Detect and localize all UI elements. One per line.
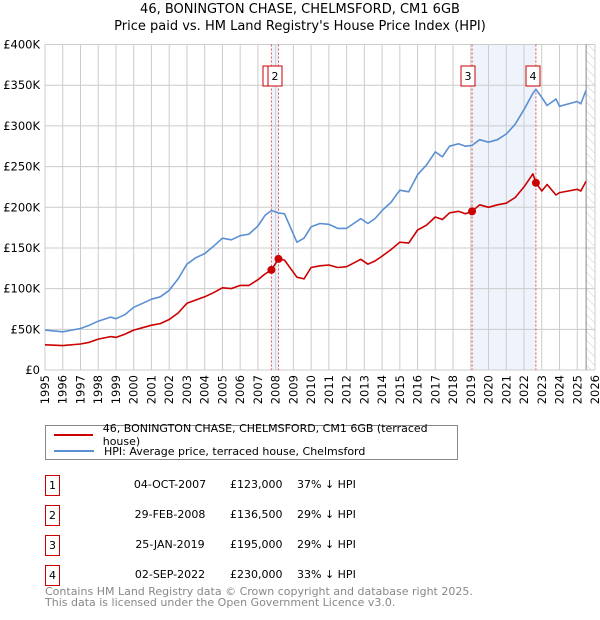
table-row: 2 29-FEB-2008 £136,500 29% ↓ HPI bbox=[45, 505, 465, 526]
x-tick-label: 2008 bbox=[269, 375, 283, 404]
x-tick-label: 1996 bbox=[56, 375, 70, 404]
row-hpi-diff: 29% ↓ HPI bbox=[297, 508, 356, 521]
x-tick-label: 2016 bbox=[411, 375, 425, 404]
transaction-label-box-2 bbox=[267, 65, 283, 87]
row-number-badge: 3 bbox=[45, 535, 60, 556]
x-tick-label: 2010 bbox=[304, 375, 318, 404]
y-tick-label: £50K bbox=[11, 322, 41, 336]
footer: Contains HM Land Registry data © Crown c… bbox=[45, 586, 473, 608]
x-tick-label: 2026 bbox=[588, 375, 600, 404]
legend-label: 46, BONINGTON CHASE, CHELMSFORD, CM1 6GB… bbox=[102, 422, 428, 448]
row-date: 29-FEB-2008 bbox=[134, 508, 206, 521]
x-tick-label: 1998 bbox=[91, 375, 105, 404]
x-tick-label: 2000 bbox=[127, 375, 141, 404]
x-tick-label: 2017 bbox=[428, 375, 442, 404]
row-price: £123,000 bbox=[230, 478, 283, 491]
y-tick-label: £350K bbox=[3, 78, 40, 92]
transaction-point-4 bbox=[531, 178, 540, 187]
transaction-label-3: 3 bbox=[465, 70, 472, 83]
row-date: 02-SEP-2022 bbox=[134, 568, 206, 581]
row-price: £136,500 bbox=[230, 508, 283, 521]
chart-title: 46, BONINGTON CHASE, CHELMSFORD, CM1 6GB bbox=[140, 2, 460, 17]
legend-red-line bbox=[54, 434, 93, 436]
y-tick-label: £0 bbox=[25, 363, 40, 377]
y-tick-label: £200K bbox=[3, 200, 40, 214]
y-tick-label: £250K bbox=[3, 160, 40, 174]
row-hpi-diff: 33% ↓ HPI bbox=[297, 568, 356, 581]
x-tick-label: 2002 bbox=[162, 375, 176, 404]
x-tick-label: 2005 bbox=[215, 375, 229, 404]
legend-label: HPI: Average price, terraced house, Chel… bbox=[104, 444, 366, 458]
x-tick-label: 2022 bbox=[517, 375, 531, 404]
x-tick-label: 2019 bbox=[464, 375, 478, 404]
x-tick-label: 2023 bbox=[535, 375, 549, 404]
x-tick-label: 2013 bbox=[357, 375, 371, 404]
table-row: 1 04-OCT-2007 £123,000 37% ↓ HPI bbox=[45, 475, 465, 496]
legend-item-property: 46, BONINGTON CHASE, CHELMSFORD, CM1 6GB… bbox=[54, 422, 457, 448]
row-price: £230,000 bbox=[230, 568, 283, 581]
table-row: 4 02-SEP-2022 £230,000 33% ↓ HPI bbox=[45, 565, 465, 586]
x-tick-label: 2021 bbox=[499, 375, 513, 404]
x-tick-label: 1995 bbox=[38, 375, 52, 404]
x-tick-label: 1999 bbox=[109, 375, 123, 404]
transaction-label-4: 4 bbox=[530, 70, 537, 83]
x-tick-label: 2011 bbox=[322, 375, 336, 404]
x-tick-label: 2007 bbox=[251, 375, 265, 404]
row-hpi-diff: 37% ↓ HPI bbox=[297, 478, 356, 491]
legend: 46, BONINGTON CHASE, CHELMSFORD, CM1 6GB… bbox=[45, 422, 458, 460]
row-number-badge: 4 bbox=[45, 565, 60, 586]
y-tick-label: £150K bbox=[3, 241, 40, 255]
row-number-badge: 2 bbox=[45, 505, 60, 526]
x-tick-label: 2025 bbox=[570, 375, 584, 404]
property-series-line bbox=[44, 173, 587, 347]
transaction-point-3 bbox=[468, 207, 477, 216]
transaction-point-1 bbox=[267, 265, 276, 274]
y-tick-label: £300K bbox=[3, 119, 40, 133]
price-chart: 1995 1996 1997 1998 1999 2000 2001 2002 2003 2004… bbox=[3, 38, 600, 405]
transaction-point-2 bbox=[274, 254, 283, 263]
x-tick-label: 2004 bbox=[198, 375, 212, 404]
footer-licence: This data is licensed under the Open Gov… bbox=[45, 596, 396, 609]
row-price: £195,000 bbox=[230, 538, 283, 551]
x-tick-label: 2001 bbox=[144, 375, 158, 404]
legend-item-hpi: HPI: Average price, terraced house, Chel… bbox=[54, 443, 365, 459]
table-row: 3 25-JAN-2019 £195,000 29% ↓ HPI bbox=[45, 535, 465, 556]
legend-blue-line bbox=[54, 450, 94, 452]
x-tick-label: 2006 bbox=[233, 375, 247, 404]
x-tick-label: 2018 bbox=[446, 375, 460, 404]
row-date: 04-OCT-2007 bbox=[133, 478, 207, 491]
x-tick-label: 2009 bbox=[286, 375, 300, 404]
x-tick-label: 1997 bbox=[73, 375, 87, 404]
row-hpi-diff: 29% ↓ HPI bbox=[297, 538, 356, 551]
chart-subtitle: Price paid vs. HM Land Registry's House … bbox=[114, 19, 486, 34]
footer-copyright: Contains HM Land Registry data © Crown c… bbox=[45, 585, 473, 598]
x-tick-label: 2012 bbox=[340, 375, 354, 404]
y-tick-label: £100K bbox=[3, 282, 40, 296]
transaction-label-2: 2 bbox=[272, 70, 279, 83]
x-tick-label: 2014 bbox=[375, 375, 389, 404]
x-tick-label: 2015 bbox=[393, 375, 407, 404]
row-number-badge: 1 bbox=[45, 475, 60, 496]
x-tick-label: 2020 bbox=[482, 375, 496, 404]
hpi-series-line bbox=[44, 88, 587, 333]
row-date: 25-JAN-2019 bbox=[135, 538, 205, 551]
y-tick-label: £400K bbox=[3, 38, 40, 52]
transaction-label-box-4 bbox=[525, 65, 541, 87]
transaction-label-box-3 bbox=[460, 65, 476, 87]
x-tick-label: 2024 bbox=[553, 375, 567, 404]
x-tick-label: 2003 bbox=[180, 375, 194, 404]
